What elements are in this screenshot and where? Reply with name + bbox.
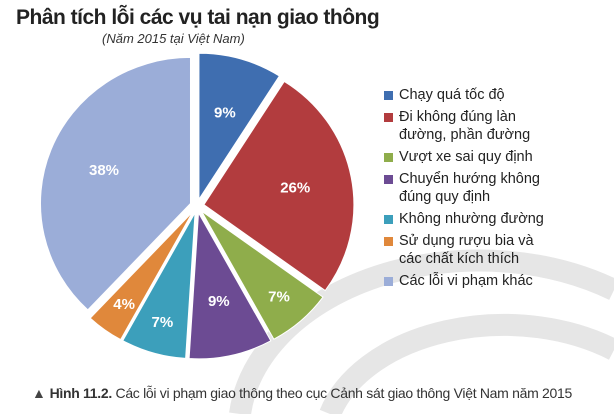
legend-label: Không nhường đường — [399, 211, 544, 227]
data-label: 4% — [113, 296, 135, 313]
legend-item: Đi không đúng làn đường, phần đường — [384, 108, 614, 144]
legend-item: Sử dụng rượu bia và các chất kích thích — [384, 232, 614, 268]
legend-swatch — [384, 215, 393, 224]
data-label: 7% — [152, 314, 174, 331]
pie-slice — [201, 210, 324, 340]
chart-subtitle: (Năm 2015 tại Việt Nam) — [102, 31, 245, 46]
legend-swatch — [384, 113, 393, 122]
legend-label: Chạy quá tốc độ — [399, 87, 505, 103]
legend-item: Chuyển hướng không đúng quy định — [384, 170, 614, 206]
data-label: 7% — [268, 289, 290, 306]
legend-item: Chạy quá tốc độ — [384, 86, 614, 104]
legend-swatch — [384, 175, 393, 184]
chart-title: Phân tích lỗi các vụ tai nạn giao thông — [16, 6, 380, 29]
legend-item: Các lỗi vi phạm khác — [384, 272, 614, 290]
data-label: 26% — [280, 180, 310, 197]
pie-slice — [188, 211, 272, 360]
pie-chart: 9% 26% 7% 9% 7% 4% 38% — [40, 52, 355, 360]
pie-slice — [198, 52, 281, 201]
caption-text: Các lỗi vi phạm giao thông theo cục Cảnh… — [111, 385, 573, 401]
triangle-up-icon: ▲ — [32, 385, 46, 401]
legend-label: Đi không đúng làn đường, phần đường — [399, 109, 531, 143]
legend-swatch — [384, 277, 393, 286]
legend-swatch — [384, 237, 393, 246]
pie-slice — [203, 80, 355, 292]
legend-swatch — [384, 153, 393, 162]
pie-slice — [122, 212, 196, 359]
legend-label: Các lỗi vi phạm khác — [399, 273, 533, 289]
legend-label: Chuyển hướng không đúng quy định — [399, 171, 540, 205]
legend-item: Không nhường đường — [384, 210, 614, 228]
figure-caption: ▲ Hình 11.2. Các lỗi vi phạm giao thông t… — [32, 385, 572, 401]
legend-swatch — [384, 91, 393, 100]
data-label: 38% — [89, 162, 119, 179]
legend-label: Vượt xe sai quy định — [399, 149, 533, 165]
data-label: 9% — [214, 104, 236, 121]
legend: Chạy quá tốc độ Đi không đúng làn đường, … — [384, 86, 614, 294]
pie-slice — [89, 211, 194, 341]
legend-item: Vượt xe sai quy định — [384, 148, 614, 166]
pie-slice — [40, 56, 191, 311]
legend-label: Sử dụng rượu bia và các chất kích thích — [399, 233, 534, 267]
caption-label: Hình 11.2. — [49, 385, 113, 401]
data-label: 9% — [208, 293, 230, 310]
